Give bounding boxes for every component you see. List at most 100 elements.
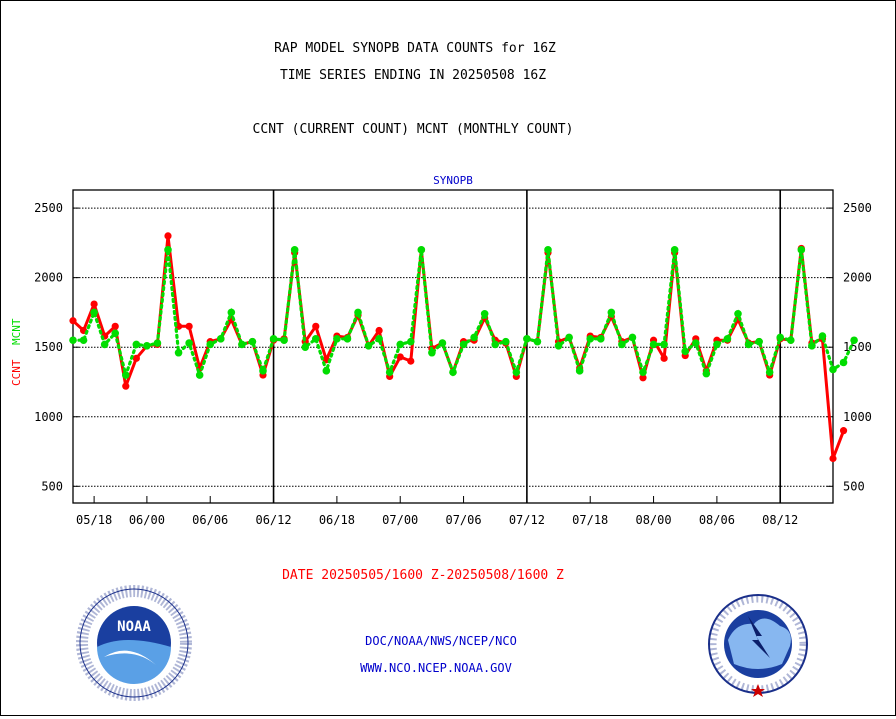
mcnt-point (839, 358, 848, 367)
ccnt-point (90, 300, 98, 308)
mcnt-point (797, 246, 806, 254)
mcnt-point (681, 347, 690, 356)
mcnt-point (79, 336, 88, 345)
y-tick-label-right-1000: 1000 (843, 410, 872, 424)
y-tick-label-left-1000: 1000 (34, 410, 63, 424)
mcnt-point (449, 368, 457, 377)
mcnt-point (523, 335, 531, 343)
mcnt-point (829, 365, 837, 374)
mcnt-point (607, 308, 616, 317)
mcnt-point (269, 335, 278, 343)
date-range-label: DATE 20250505/1600 Z-20250508/1600 Z (282, 568, 564, 583)
mcnt-point (470, 333, 478, 342)
mcnt-point (238, 340, 246, 349)
mcnt-point (480, 310, 489, 318)
y-tick-label-right-1500: 1500 (843, 340, 872, 354)
mcnt-point (459, 340, 468, 349)
ccnt-point (639, 374, 647, 382)
mcnt-point (259, 367, 267, 375)
x-tick-label: 05/18 (76, 513, 112, 527)
mcnt-point (364, 342, 373, 350)
x-tick-label: 07/18 (572, 513, 608, 527)
mcnt-point (702, 369, 711, 378)
mcnt-point (786, 336, 795, 345)
ccnt-point (375, 326, 383, 335)
x-tick-label: 06/12 (255, 513, 291, 527)
mcnt-point (164, 246, 172, 254)
ccnt-point (839, 427, 848, 435)
mcnt-point (744, 340, 753, 349)
mcnt-point (438, 339, 447, 347)
mcnt-point (491, 340, 500, 349)
mcnt-point (533, 337, 542, 346)
x-tick-label: 07/06 (445, 513, 481, 527)
mcnt-point (248, 337, 257, 346)
x-tick-label: 06/00 (129, 513, 165, 527)
ccnt-point (407, 357, 415, 365)
mcnt-point (765, 368, 774, 377)
y-tick-label-left-2000: 2000 (34, 271, 63, 285)
y-tick-label-left-500: 500 (41, 479, 63, 493)
mcnt-point (818, 332, 827, 340)
y-tick-label-left-2500: 2500 (34, 201, 63, 215)
mcnt-point (596, 335, 605, 343)
mcnt-point (206, 340, 215, 349)
mcnt-point (69, 336, 77, 345)
y-tick-label-left-1500: 1500 (34, 340, 63, 354)
noaa-logo: NOAA (76, 585, 192, 701)
mcnt-point (713, 340, 721, 349)
mcnt-point (111, 329, 120, 338)
mcnt-point (100, 340, 109, 349)
plot-title: SYNOPB (433, 174, 473, 187)
y-axis-label-mcnt: MCNT (10, 318, 23, 345)
mcnt-point (185, 339, 193, 347)
mcnt-point (501, 337, 510, 346)
website-label: WWW.NCO.NCEP.NOAA.GOV (360, 661, 512, 675)
mcnt-point (132, 340, 141, 349)
mcnt-point (143, 342, 151, 350)
mcnt-point (354, 308, 362, 317)
y-tick-label-right-2000: 2000 (843, 271, 872, 285)
mcnt-point (311, 335, 320, 343)
x-tick-label: 07/00 (382, 513, 418, 527)
mcnt-point (290, 246, 299, 254)
chart-title-line1: RAP MODEL SYNOPB DATA COUNTS for 16Z (274, 41, 556, 56)
mcnt-point (375, 335, 383, 343)
mcnt-point (280, 336, 288, 345)
mcnt-point (385, 368, 394, 377)
ccnt-point (122, 382, 130, 390)
mcnt-point (512, 368, 521, 377)
ccnt-point (829, 454, 837, 463)
mcnt-point (216, 335, 225, 343)
plot-frame (72, 189, 834, 504)
mcnt-point (575, 367, 584, 375)
mcnt-point (174, 348, 183, 357)
x-tick-label: 07/12 (509, 513, 545, 527)
noaa-logo-text: NOAA (117, 619, 151, 635)
mcnt-point (808, 342, 816, 350)
mcnt-point (417, 246, 426, 254)
mcnt-point (660, 340, 668, 349)
mcnt-point (649, 340, 658, 349)
mcnt-point (628, 333, 637, 342)
mcnt-point (755, 337, 763, 346)
mcnt-point (734, 310, 742, 318)
mcnt-point (406, 337, 415, 346)
x-tick-label: 08/00 (635, 513, 671, 527)
ccnt-point (312, 322, 320, 330)
ccnt-point (164, 232, 172, 240)
mcnt-point (343, 335, 352, 343)
mcnt-point (723, 335, 732, 343)
mcnt-point (428, 348, 436, 357)
ccnt-point (396, 353, 404, 361)
chart-title-line2: TIME SERIES ENDING IN 20250508 16Z (280, 68, 546, 83)
mcnt-point (301, 343, 310, 351)
org-path-label: DOC/NOAA/NWS/NCEP/NCO (365, 634, 517, 648)
y-axis-label-ccnt: CCNT (10, 359, 23, 386)
mcnt-point (227, 308, 236, 317)
mcnt-point (565, 333, 573, 342)
ccnt-point (185, 322, 193, 330)
x-tick-label: 08/12 (762, 513, 798, 527)
